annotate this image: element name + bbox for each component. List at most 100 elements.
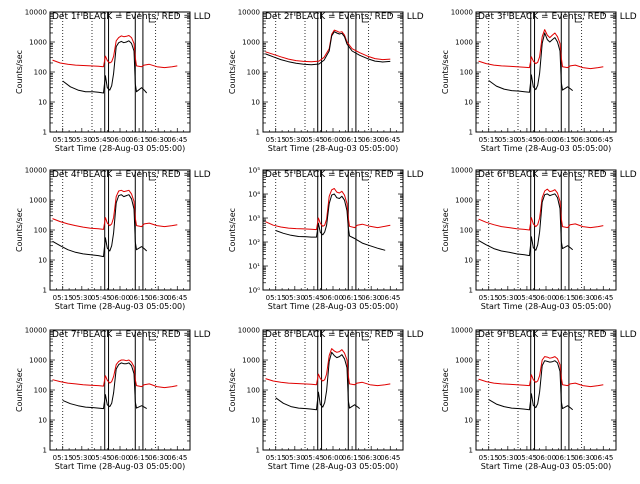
- bracket-marker: [148, 333, 156, 341]
- bracket-marker: [574, 15, 582, 23]
- events-series-line: [488, 32, 574, 93]
- lld-series-line: [265, 188, 391, 231]
- x-axis-label: Start Time (28-Aug-03 05:05:00): [268, 462, 399, 471]
- y-axis-label: Counts/sec: [15, 208, 24, 252]
- events-series-line: [488, 360, 574, 411]
- y-tick-label: 10: [464, 99, 473, 107]
- events-series-line: [275, 193, 386, 251]
- x-tick-label: 05:15: [266, 294, 286, 302]
- events-series-line: [62, 362, 147, 410]
- x-tick-label: 05:30: [498, 294, 518, 302]
- x-tick-label: 05:45: [91, 136, 111, 144]
- y-axis-label: Counts/sec: [228, 50, 237, 94]
- y-tick-label: 10000: [25, 9, 47, 17]
- x-tick-label: 05:45: [91, 294, 111, 302]
- plot-frame: [475, 169, 617, 291]
- x-tick-label: 06:15: [129, 136, 149, 144]
- x-tick-label: 05:45: [304, 454, 324, 462]
- events-series-line: [265, 31, 391, 66]
- bracket-marker: [361, 15, 369, 23]
- x-tick-label: 05:30: [72, 136, 92, 144]
- x-tick-label: 06:45: [593, 136, 613, 144]
- y-tick-label: 1: [43, 287, 47, 295]
- y-tick-label: 100: [34, 227, 47, 235]
- panel-det-6f: Det 6f BLACK = Events, RED = LLD 1 10 100 10…: [441, 167, 637, 312]
- y-tick-label: 1: [469, 287, 473, 295]
- panel-det-2f: Det 2f BLACK = Events, RED = LLD 1 10 100 10…: [228, 9, 424, 154]
- lld-series-line: [478, 29, 604, 70]
- lld-series-line: [478, 356, 604, 388]
- x-tick-label: 06:15: [555, 136, 575, 144]
- x-tick-label: 06:30: [148, 136, 168, 144]
- y-tick-label: 10: [251, 99, 260, 107]
- y-tick-label: 1000: [29, 357, 47, 365]
- y-tick-label: 1: [469, 129, 473, 137]
- lld-series-line: [52, 359, 178, 389]
- panel-det-1f: Det 1f BLACK = Events, RED = LLD 1 10 100 10…: [15, 9, 211, 154]
- x-tick-label: 06:45: [380, 136, 400, 144]
- y-tick-label: 100: [247, 387, 260, 395]
- panel-title: Det 8f BLACK = Events, RED = LLD: [265, 330, 424, 340]
- y-tick-label: 1000: [242, 357, 260, 365]
- plot-frame: [262, 169, 404, 291]
- y-tick-label: 10000: [25, 327, 47, 335]
- x-tick-label: 06:15: [129, 294, 149, 302]
- events-series-line: [62, 40, 148, 94]
- x-tick-label: 05:15: [479, 294, 499, 302]
- x-tick-label: 06:45: [380, 454, 400, 462]
- x-tick-label: 06:15: [129, 454, 149, 462]
- x-tick-label: 06:30: [361, 294, 381, 302]
- y-tick-label: 1: [43, 447, 47, 455]
- x-tick-label: 06:45: [380, 294, 400, 302]
- y-axis-label: Counts/sec: [441, 50, 450, 94]
- plot-frame: [49, 169, 191, 291]
- x-tick-label: 05:45: [517, 294, 537, 302]
- bracket-marker: [361, 333, 369, 341]
- panel-det-9f: Det 9f BLACK = Events, RED = LLD 1 10 100 10…: [441, 327, 637, 472]
- y-axis-label: Counts/sec: [441, 368, 450, 412]
- x-tick-label: 05:15: [53, 136, 73, 144]
- x-tick-label: 06:30: [574, 454, 594, 462]
- bracket-marker: [148, 173, 156, 181]
- y-tick-label: 10000: [451, 327, 473, 335]
- y-tick-label: 1000: [455, 357, 473, 365]
- x-tick-label: 06:00: [536, 294, 556, 302]
- y-axis-label: Counts/sec: [441, 208, 450, 252]
- x-tick-label: 05:30: [72, 294, 92, 302]
- y-tick-label: 10000: [238, 327, 260, 335]
- bracket-marker: [148, 15, 156, 23]
- y-tick-label: 10⁰: [248, 287, 260, 295]
- x-tick-label: 05:15: [266, 454, 286, 462]
- x-tick-label: 06:15: [555, 294, 575, 302]
- y-tick-label: 1000: [242, 39, 260, 47]
- x-tick-label: 06:15: [342, 294, 362, 302]
- x-axis-label: Start Time (28-Aug-03 05:05:00): [481, 462, 612, 471]
- x-tick-label: 06:15: [342, 454, 362, 462]
- panel-det-4f: Det 4f BLACK = Events, RED = LLD 1 10 100 10…: [15, 167, 211, 312]
- x-axis-label: Start Time (28-Aug-03 05:05:00): [55, 462, 186, 471]
- x-tick-label: 06:30: [574, 136, 594, 144]
- y-tick-label: 10³: [248, 215, 260, 223]
- plot-frame: [49, 329, 191, 451]
- x-axis-label: Start Time (28-Aug-03 05:05:00): [55, 144, 186, 153]
- y-tick-label: 1000: [455, 39, 473, 47]
- y-tick-label: 1: [43, 129, 47, 137]
- plot-frame: [262, 11, 404, 133]
- x-axis-label: Start Time (28-Aug-03 05:05:00): [481, 144, 612, 153]
- panel-title: Det 3f BLACK = Events, RED = LLD: [478, 12, 637, 22]
- lld-series-line: [265, 29, 391, 63]
- y-tick-label: 10: [251, 417, 260, 425]
- y-axis-label: Counts/sec: [228, 208, 237, 252]
- x-axis-label: Start Time (28-Aug-03 05:05:00): [268, 144, 399, 153]
- lld-series-line: [265, 348, 391, 387]
- x-axis-label: Start Time (28-Aug-03 05:05:00): [481, 302, 612, 311]
- panel-title: Det 7f BLACK = Events, RED = LLD: [52, 330, 211, 340]
- panel-title: Det 2f BLACK = Events, RED = LLD: [265, 12, 424, 22]
- x-axis-label: Start Time (28-Aug-03 05:05:00): [268, 302, 399, 311]
- x-tick-label: 05:45: [304, 136, 324, 144]
- lld-series-line: [478, 188, 604, 231]
- y-tick-label: 1: [256, 447, 260, 455]
- plot-frame: [262, 329, 404, 451]
